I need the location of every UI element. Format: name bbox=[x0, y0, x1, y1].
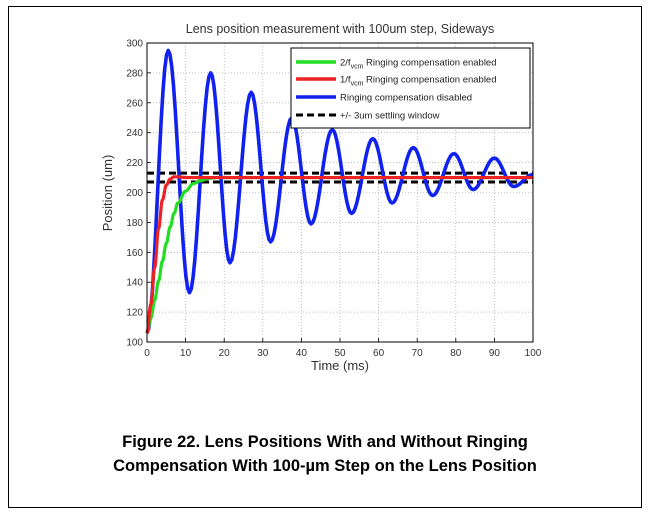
x-tick-label: 100 bbox=[525, 348, 542, 359]
x-tick-label: 70 bbox=[412, 348, 424, 359]
y-tick-label: 140 bbox=[126, 278, 143, 289]
x-tick-label: 80 bbox=[450, 348, 462, 359]
y-tick-label: 280 bbox=[126, 68, 143, 79]
y-axis-label: Position (um) bbox=[100, 155, 115, 232]
y-tick-label: 200 bbox=[126, 188, 143, 199]
x-tick-label: 0 bbox=[144, 348, 150, 359]
y-tick-label: 120 bbox=[126, 308, 143, 319]
y-tick-label: 260 bbox=[126, 98, 143, 109]
x-tick-label: 50 bbox=[334, 348, 346, 359]
x-tick-label: 20 bbox=[219, 348, 231, 359]
y-tick-label: 100 bbox=[126, 338, 143, 349]
y-tick-label: 180 bbox=[126, 218, 143, 229]
figure-caption-line-1: Figure 22. Lens Positions With and Witho… bbox=[122, 433, 528, 451]
x-tick-label: 30 bbox=[257, 348, 269, 359]
legend-label-1: 1/fvcm Ringing compensation enabled bbox=[340, 75, 497, 88]
y-tick-label: 240 bbox=[126, 128, 143, 139]
x-tick-label: 40 bbox=[296, 348, 308, 359]
x-tick-label: 60 bbox=[373, 348, 385, 359]
legend-label-3: +/- 3um settling window bbox=[340, 111, 440, 122]
plot-border bbox=[146, 42, 534, 343]
chart-title: Lens position measurement with 100um ste… bbox=[186, 22, 495, 36]
x-tick-label: 90 bbox=[489, 348, 501, 359]
x-axis-label: Time (ms) bbox=[311, 358, 369, 373]
y-tick-label: 160 bbox=[126, 248, 143, 259]
series-line-2 bbox=[145, 48, 534, 334]
x-tick-label: 10 bbox=[180, 348, 192, 359]
y-tick-label: 220 bbox=[126, 158, 143, 169]
legend-label-2: Ringing compensation disabled bbox=[340, 93, 472, 104]
legend-label-0: 2/fvcm Ringing compensation enabled bbox=[340, 58, 497, 71]
series-line-1 bbox=[145, 175, 533, 335]
y-tick-label: 300 bbox=[126, 39, 143, 50]
figure-caption-line-2: Compensation With 100-µm Step on the Len… bbox=[113, 457, 537, 475]
